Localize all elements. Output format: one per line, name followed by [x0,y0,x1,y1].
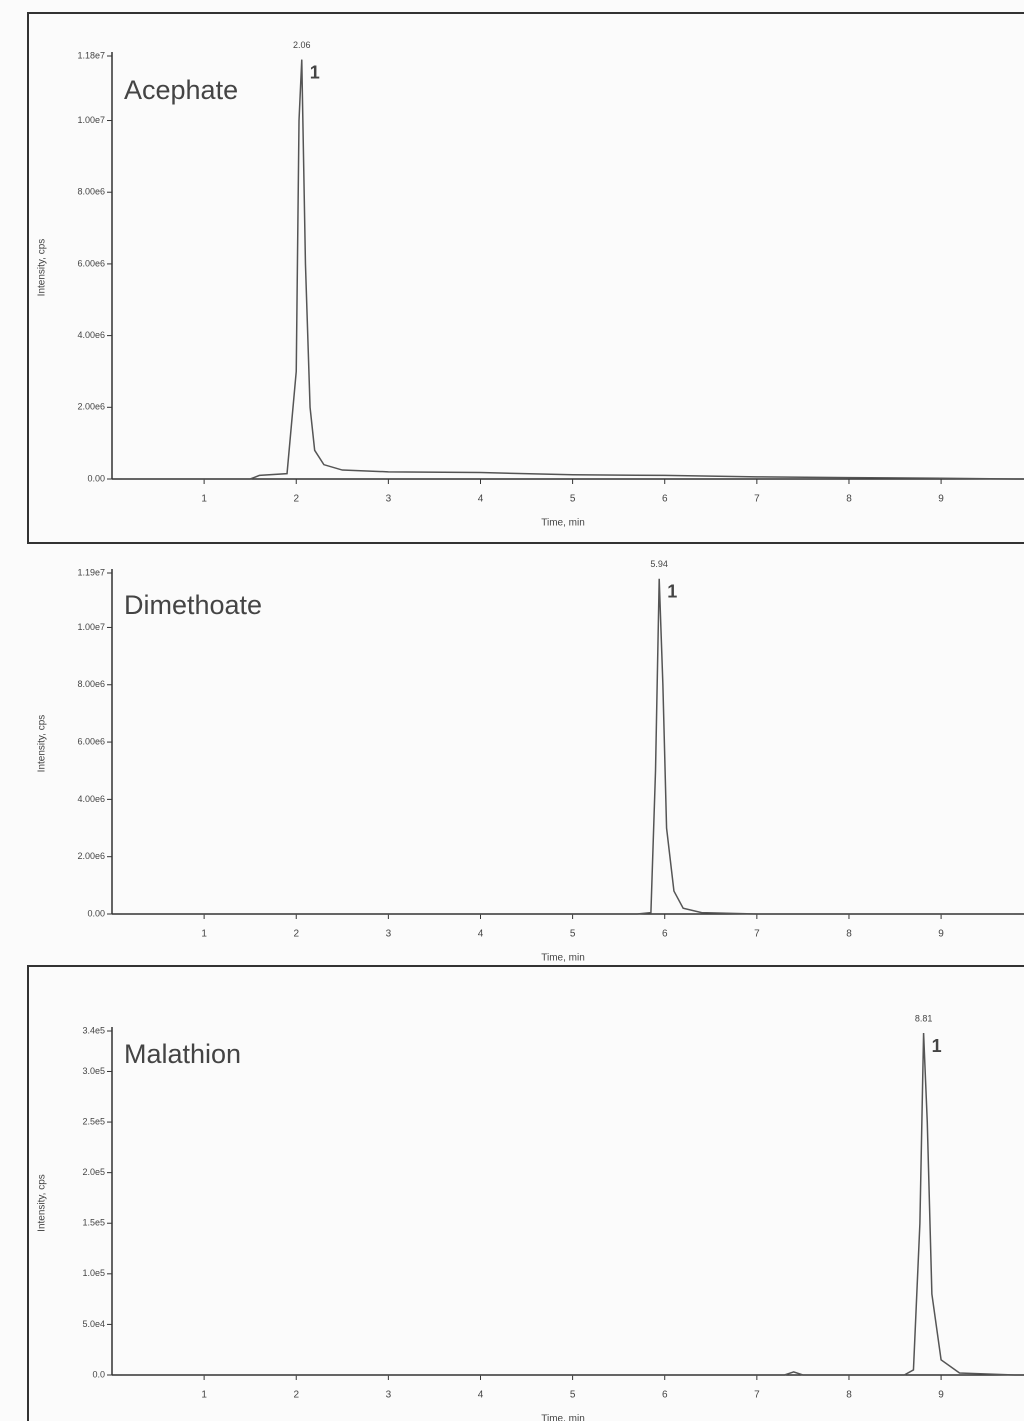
x-tick-label: 5 [570,494,576,505]
chart: 0.00 2.00e6 4.00e6 6.00e6 8.00e6 1.00e7 1.19e7… [0,543,1024,965]
x-tick-label: 9 [938,494,944,505]
x-tick-label: 5 [570,1390,576,1401]
y-tick-label: 4.00e6 [77,330,105,340]
x-tick-label: 6 [662,494,668,505]
chart: 0.00 2.00e6 4.00e6 6.00e6 8.00e6 1.00e7 1.18e7… [0,12,1024,544]
y-tick-label: 4.00e6 [77,794,105,804]
y-tick-label: 1.00e7 [77,622,105,632]
x-tick-label: 2 [293,1390,299,1401]
y-tick-label: 8.00e6 [77,679,105,689]
peak-number-label: 1 [932,1036,942,1056]
x-tick-label: 1 [201,494,207,505]
y-tick-label: 0.00 [87,473,105,483]
x-axis-label: Time, min [541,1414,585,1421]
y-tick-label: 2.00e6 [77,402,105,412]
chromatogram-line [121,1033,1015,1375]
chromatogram-line [121,579,1015,914]
x-tick-label: 7 [754,1390,760,1401]
y-tick-label: 1.18e7 [77,50,105,60]
y-tick-label: 1.00e7 [77,115,105,125]
chromatogram-line [121,60,1015,479]
x-tick-label: 4 [478,1390,484,1401]
chart-title: Malathion [124,1039,241,1069]
x-tick-label: 3 [386,1390,392,1401]
x-tick-label: 2 [293,494,299,505]
chart-title: Acephate [124,75,238,105]
x-tick-label: 1 [201,929,207,940]
page: 0.00 2.00e6 4.00e6 6.00e6 8.00e6 1.00e7 1.18e7… [0,0,1024,1421]
x-tick-label: 3 [386,929,392,940]
y-tick-label: 3.0e5 [82,1066,105,1076]
peak-number-label: 1 [667,581,677,601]
chart: 0.0 5.0e4 1.0e5 1.5e5 2.0e5 2.5e5 3.0e5 3.4e5 1 2… [0,965,1024,1421]
y-tick-label: 3.4e5 [82,1025,105,1035]
x-tick-label: 6 [662,1390,668,1401]
peak-number-label: 1 [310,62,320,82]
y-tick-label: 6.00e6 [77,736,105,746]
y-tick-label: 0.00 [87,908,105,918]
peak-time-label: 5.94 [650,559,668,569]
x-tick-label: 4 [478,929,484,940]
y-tick-label: 2.0e5 [82,1167,105,1177]
y-tick-label: 0.0 [92,1369,105,1379]
y-tick-label: 2.00e6 [77,851,105,861]
y-tick-label: 8.00e6 [77,187,105,197]
x-tick-label: 5 [570,929,576,940]
y-tick-label: 5.0e4 [82,1319,105,1329]
x-tick-label: 8 [846,929,852,940]
x-axis-label: Time, min [541,518,585,529]
y-tick-label: 6.00e6 [77,258,105,268]
x-tick-label: 9 [938,929,944,940]
x-tick-label: 6 [662,929,668,940]
y-axis-label: Intensity, cps [37,715,48,773]
x-tick-label: 4 [478,494,484,505]
x-tick-label: 2 [293,929,299,940]
y-tick-label: 1.0e5 [82,1268,105,1278]
chart-title: Dimethoate [124,590,262,620]
y-tick-label: 1.19e7 [77,567,105,577]
x-tick-label: 9 [938,1390,944,1401]
x-tick-label: 3 [386,494,392,505]
y-tick-label: 1.5e5 [82,1218,105,1228]
y-tick-label: 2.5e5 [82,1116,105,1126]
x-tick-label: 7 [754,494,760,505]
peak-time-label: 8.81 [915,1013,933,1023]
x-tick-label: 1 [201,1390,207,1401]
x-axis-label: Time, min [541,953,585,964]
y-axis-label: Intensity, cps [37,1174,48,1232]
peak-time-label: 2.06 [293,40,311,50]
x-tick-label: 8 [846,494,852,505]
y-axis-label: Intensity, cps [37,239,48,297]
x-tick-label: 7 [754,929,760,940]
x-tick-label: 8 [846,1390,852,1401]
